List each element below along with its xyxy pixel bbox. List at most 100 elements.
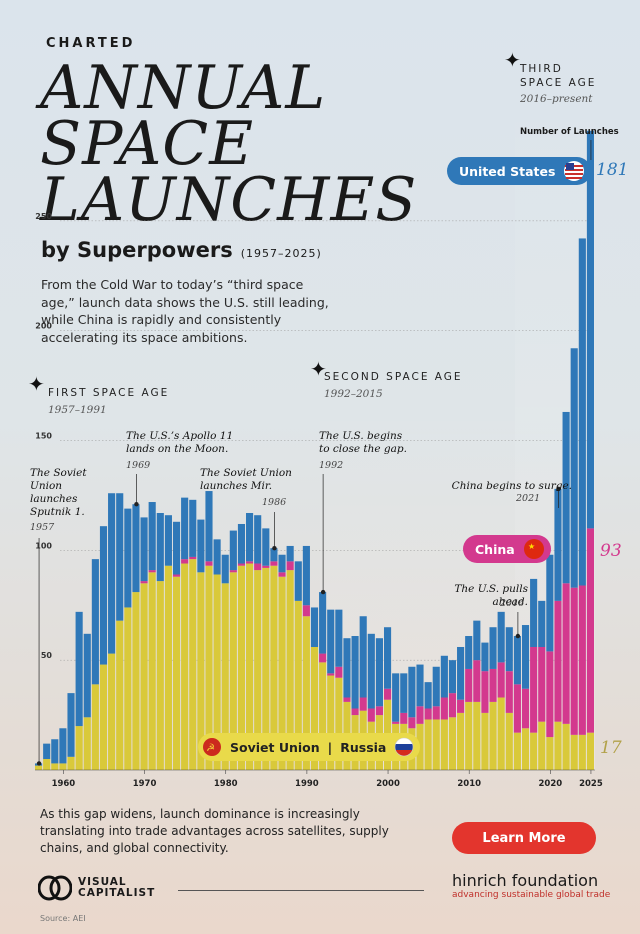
bar-united-states-1977 (197, 519, 205, 573)
annotation-us-gap: The U.S. begins to close the gap. (319, 430, 407, 455)
bar-china-1992 (319, 653, 327, 663)
bar-china-1998 (367, 708, 375, 722)
bar-soviet-union-russia-1965 (99, 664, 108, 770)
bar-united-states-1964 (91, 559, 99, 685)
ytick-label: 150 (35, 432, 52, 441)
bar-soviet-union-russia-2023 (570, 734, 578, 770)
bar-china-1990 (302, 605, 310, 617)
bar-united-states-1998 (367, 633, 375, 709)
bar-united-states-1973 (164, 515, 172, 566)
bar-soviet-union-russia-2021 (554, 721, 562, 770)
xtick-label: 1980 (214, 779, 238, 789)
bar-united-states-2018 (530, 578, 538, 647)
bar-soviet-union-russia-1989 (294, 600, 302, 770)
bar-china-1974 (172, 574, 181, 577)
title-line-1: ANNUAL (40, 53, 327, 123)
title-line-2: SPACE (40, 109, 255, 179)
bar-china-2021 (554, 600, 562, 722)
bar-soviet-union-russia-2018 (530, 732, 538, 770)
bar-soviet-union-russia-1969 (132, 592, 140, 770)
subtitle: by Superpowers (1957–2025) (41, 238, 322, 262)
bar-united-states-2023 (570, 348, 578, 588)
bar-china-1995 (343, 697, 351, 702)
bar-united-states-1968 (124, 508, 132, 608)
bar-united-states-1988 (286, 545, 294, 562)
bar-soviet-union-russia-2010 (465, 701, 473, 770)
svg-text:☭: ☭ (206, 743, 215, 754)
us-label-text: United States (459, 163, 556, 179)
annotation-us-gap-year: 1992 (319, 460, 344, 471)
bar-soviet-union-russia-1990 (302, 616, 310, 770)
annotation-us-ahead-year: 2016 (500, 598, 525, 609)
bar-china-2000 (383, 688, 392, 700)
bar-united-states-1986 (270, 548, 278, 562)
bar-united-states-1959 (51, 739, 59, 764)
bar-united-states-2008 (448, 660, 457, 694)
annotation-mir-year: 1986 (262, 497, 287, 508)
bar-united-states-1978 (205, 491, 213, 562)
bar-soviet-union-russia-2025 (586, 732, 594, 770)
bar-china-1999 (375, 706, 383, 716)
bar-united-states-1960 (59, 728, 67, 764)
bar-united-states-1989 (294, 561, 302, 601)
bar-soviet-union-russia-2011 (473, 701, 481, 770)
intro-text: From the Cold War to today’s “third spac… (41, 277, 329, 345)
xtick-label: 1970 (133, 779, 157, 789)
bar-united-states-1976 (189, 499, 197, 557)
soviet-flag-icon: ☭ (203, 738, 221, 756)
bar-china-2004 (416, 706, 424, 724)
bar-united-states-2017 (521, 625, 530, 689)
bar-soviet-union-russia-1966 (108, 653, 116, 770)
bar-soviet-union-russia-2006 (432, 719, 440, 770)
bar-united-states-1994 (335, 609, 343, 667)
bar-soviet-union-russia-1981 (229, 572, 237, 770)
bar-china-1996 (351, 708, 359, 716)
bar-united-states-1993 (327, 609, 335, 674)
bar-soviet-union-russia-1987 (278, 576, 286, 770)
bar-china-2013 (489, 668, 497, 702)
bar-united-states-2021 (554, 488, 562, 601)
annotation-sputnik-year: 1957 (30, 522, 55, 533)
bar-united-states-1962 (75, 611, 83, 727)
bar-united-states-1990 (302, 545, 310, 606)
bar-united-states-1975 (181, 497, 189, 560)
bar-united-states-1958 (43, 743, 51, 760)
xtick-label: 2020 (539, 779, 563, 789)
bar-united-states-1979 (213, 539, 221, 575)
bar-china-2010 (465, 668, 473, 702)
bar-soviet-union-russia-2022 (562, 723, 570, 770)
bar-soviet-union-russia-1983 (246, 563, 254, 770)
bar-china-2001 (392, 721, 400, 724)
soviet-russia-label: ☭ Soviet Union | Russia (198, 733, 421, 761)
bar-china-1978 (205, 561, 213, 566)
annotation-china-surge-year: 2021 (516, 493, 541, 504)
bar-china-2007 (440, 697, 448, 720)
bar-united-states-2002 (400, 673, 408, 713)
bar-soviet-union-russia-1959 (51, 763, 59, 770)
label-separator: | (327, 739, 333, 755)
ylabel: Number of Launches (520, 127, 619, 137)
bar-soviet-union-russia-1984 (254, 570, 262, 770)
bar-china-1994 (335, 666, 343, 678)
bar-united-states-1992 (319, 592, 327, 654)
xtick-label: 1990 (295, 779, 319, 789)
bar-united-states-2004 (416, 664, 424, 707)
bar-soviet-union-russia-1970 (140, 583, 148, 770)
bar-united-states-1974 (172, 521, 181, 575)
china-label: China ★ (463, 535, 551, 563)
bar-china-2018 (530, 646, 538, 733)
annotation-sputnik: The Soviet Union launches Sputnik 1. (30, 467, 87, 518)
xtick-label: 2025 (579, 779, 603, 789)
era-third-years: 2016–present (520, 93, 593, 105)
bar-soviet-union-russia-2017 (521, 728, 530, 770)
bar-china-2003 (408, 717, 416, 729)
bar-soviet-union-russia-2005 (424, 719, 432, 770)
learn-more-button[interactable]: Learn More (452, 822, 596, 854)
annotation-dot-1992 (320, 589, 326, 595)
bar-china-2020 (546, 651, 554, 738)
bar-soviet-union-russia-1988 (286, 570, 294, 770)
footer-divider (178, 890, 424, 891)
annotation-dot-1986 (272, 545, 277, 551)
bar-united-states-1971 (148, 502, 156, 571)
ytick-label: 100 (35, 541, 52, 550)
